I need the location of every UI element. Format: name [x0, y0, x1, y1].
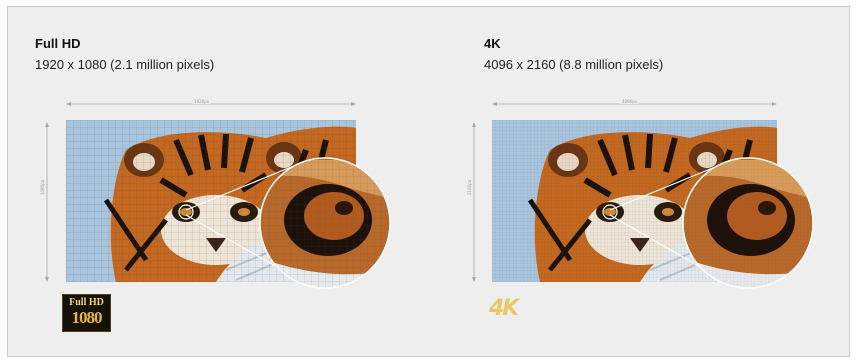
4k-dimension-lines: [472, 102, 777, 282]
fullhd-title: Full HD: [35, 36, 81, 51]
4k-height-label: 2160px: [467, 177, 472, 197]
4k-resolution: 4096 x 2160 (8.8 million pixels): [484, 57, 664, 72]
comparison-frame: Full HD 1920 x 1080 (2.1 million pixels)…: [7, 6, 850, 357]
4k-logo: 4K: [489, 296, 519, 321]
fullhd-logo: Full HD 1080: [62, 294, 111, 332]
fullhd-logo-top: Full HD: [69, 297, 104, 308]
fullhd-dimension-lines: [45, 102, 356, 282]
4k-width-label: 4096px: [620, 99, 640, 104]
fullhd-resolution: 1920 x 1080 (2.1 million pixels): [35, 57, 215, 72]
fullhd-logo-bottom: 1080: [71, 308, 103, 327]
fullhd-tiger-image: [66, 120, 391, 289]
4k-title: 4K: [484, 36, 501, 51]
fullhd-width-label: 1920px: [192, 99, 212, 104]
4k-tiger-image: [492, 120, 814, 289]
